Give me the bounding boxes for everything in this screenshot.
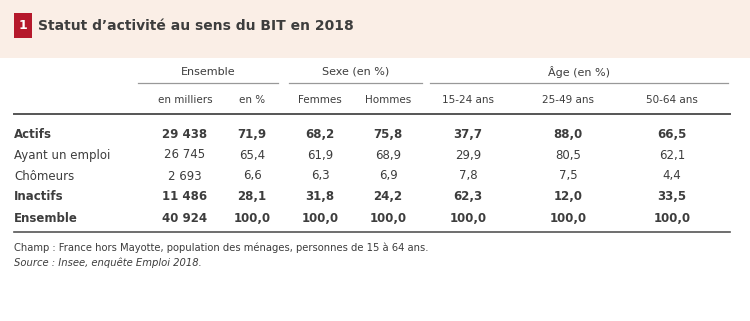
Text: 68,2: 68,2 <box>305 127 334 141</box>
Text: 11 486: 11 486 <box>163 190 208 204</box>
Text: 65,4: 65,4 <box>239 149 265 161</box>
Text: 100,0: 100,0 <box>370 212 407 224</box>
Text: 6,3: 6,3 <box>310 169 329 183</box>
Text: Ayant un emploi: Ayant un emploi <box>14 149 110 161</box>
Text: 4,4: 4,4 <box>663 169 681 183</box>
Text: 100,0: 100,0 <box>653 212 691 224</box>
Text: 6,9: 6,9 <box>379 169 398 183</box>
Text: 62,1: 62,1 <box>658 149 686 161</box>
Bar <box>14 13 32 38</box>
Text: 62,3: 62,3 <box>454 190 482 204</box>
Text: 66,5: 66,5 <box>657 127 687 141</box>
Text: 15-24 ans: 15-24 ans <box>442 95 494 105</box>
Text: 24,2: 24,2 <box>374 190 403 204</box>
Text: 40 924: 40 924 <box>163 212 208 224</box>
Text: 31,8: 31,8 <box>305 190 334 204</box>
Text: Hommes: Hommes <box>364 95 411 105</box>
Text: 80,5: 80,5 <box>555 149 581 161</box>
Text: 7,8: 7,8 <box>459 169 477 183</box>
Text: Chômeurs: Chômeurs <box>14 169 74 183</box>
Text: 29,9: 29,9 <box>454 149 482 161</box>
Text: 100,0: 100,0 <box>302 212 338 224</box>
Text: 25-49 ans: 25-49 ans <box>542 95 594 105</box>
Bar <box>0 0 750 58</box>
Text: Actifs: Actifs <box>14 127 52 141</box>
Text: 29 438: 29 438 <box>163 127 208 141</box>
Text: Statut d’activité au sens du BIT en 2018: Statut d’activité au sens du BIT en 2018 <box>38 19 354 32</box>
Text: Champ : France hors Mayotte, population des ménages, personnes de 15 à 64 ans.: Champ : France hors Mayotte, population … <box>14 243 428 253</box>
Text: 75,8: 75,8 <box>374 127 403 141</box>
Text: Femmes: Femmes <box>298 95 342 105</box>
Text: Sexe (en %): Sexe (en %) <box>322 67 389 77</box>
Text: Source : Insee, enquête Emploi 2018.: Source : Insee, enquête Emploi 2018. <box>14 258 202 268</box>
Text: 68,9: 68,9 <box>375 149 401 161</box>
Text: 71,9: 71,9 <box>238 127 266 141</box>
Text: Âge (en %): Âge (en %) <box>548 66 610 78</box>
Text: 100,0: 100,0 <box>233 212 271 224</box>
Text: 100,0: 100,0 <box>550 212 586 224</box>
Text: 50-64 ans: 50-64 ans <box>646 95 698 105</box>
Text: 1: 1 <box>19 19 27 32</box>
Text: en milliers: en milliers <box>158 95 212 105</box>
Text: 61,9: 61,9 <box>307 149 333 161</box>
Text: 28,1: 28,1 <box>238 190 266 204</box>
Text: Ensemble: Ensemble <box>14 212 78 224</box>
Text: 33,5: 33,5 <box>658 190 686 204</box>
Text: 100,0: 100,0 <box>449 212 487 224</box>
Text: 88,0: 88,0 <box>554 127 583 141</box>
Text: 2 693: 2 693 <box>168 169 202 183</box>
Text: 7,5: 7,5 <box>559 169 578 183</box>
Text: 37,7: 37,7 <box>454 127 482 141</box>
Text: 26 745: 26 745 <box>164 149 206 161</box>
Text: Ensemble: Ensemble <box>181 67 236 77</box>
Text: 6,6: 6,6 <box>243 169 261 183</box>
Text: 12,0: 12,0 <box>554 190 583 204</box>
Text: en %: en % <box>239 95 265 105</box>
Text: Inactifs: Inactifs <box>14 190 64 204</box>
